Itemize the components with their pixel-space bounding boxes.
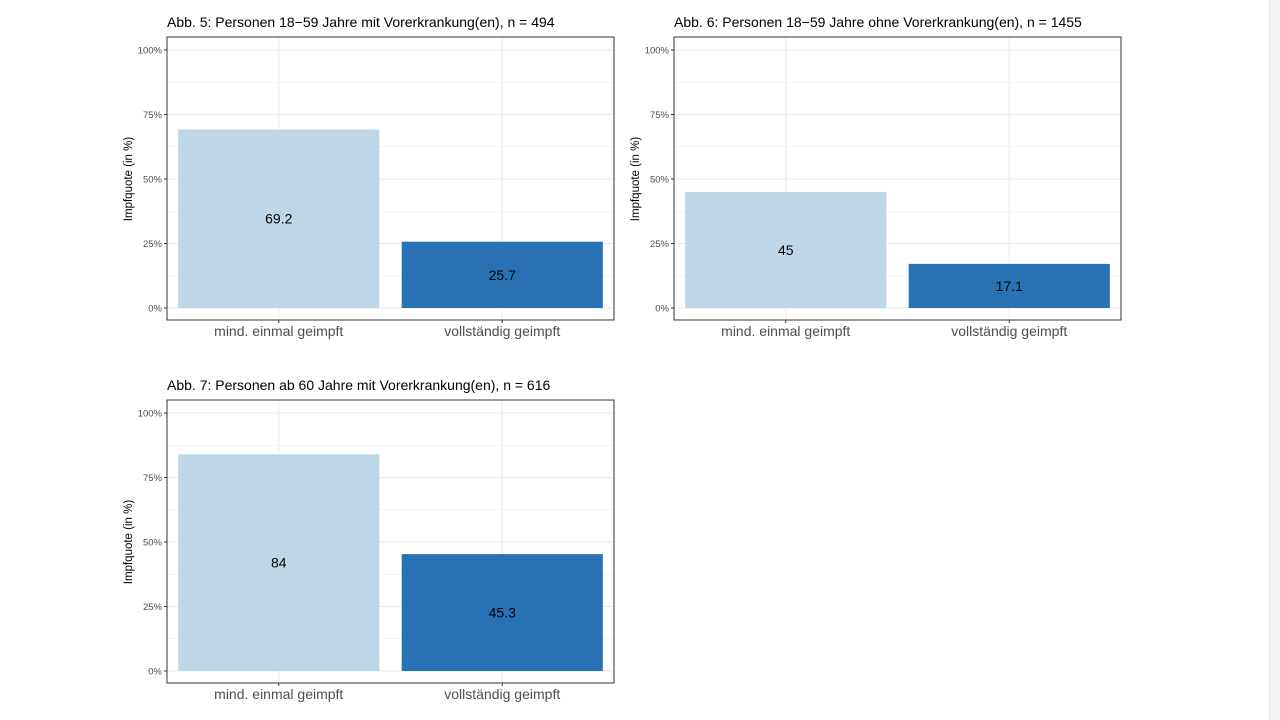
bar-value-label: 17.1 <box>996 278 1023 294</box>
chart-svg: 0% 25% 50% 75% 100% 69.2 mind. einmal geimpft 2… <box>123 36 615 339</box>
bar <box>401 554 603 671</box>
plot-border <box>166 36 615 321</box>
bar <box>908 263 1110 308</box>
chart-panel-abb7: Abb. 7: Personen ab 60 Jahre mit Vorerkr… <box>120 377 620 717</box>
y-tick-label: 25% <box>143 602 163 613</box>
y-tick-label: 75% <box>143 110 163 121</box>
x-tick-label: mind. einmal geimpft <box>721 323 850 339</box>
chart-title: Abb. 5: Personen 18−59 Jahre mit Vorerkr… <box>167 14 555 30</box>
bar <box>178 454 380 671</box>
y-axis-title: Impfquote (in %) <box>630 137 642 222</box>
y-tick-label: 100% <box>138 409 163 420</box>
x-tick-label: vollständig geimpft <box>951 323 1067 339</box>
y-axis-title: Impfquote (in %) <box>123 137 135 222</box>
bar <box>685 191 887 308</box>
y-tick-label: 0% <box>148 667 162 678</box>
y-tick-label: 75% <box>143 473 163 484</box>
y-tick-label: 100% <box>645 46 670 57</box>
x-tick-label: mind. einmal geimpft <box>214 323 343 339</box>
plot-border <box>166 399 615 684</box>
chart-panel-abb6: Abb. 6: Personen 18−59 Jahre ohne Vorerk… <box>627 14 1127 354</box>
chart-title: Abb. 6: Personen 18−59 Jahre ohne Vorerk… <box>674 14 1082 30</box>
y-tick-label: 25% <box>650 239 670 250</box>
bar-value-label: 69.2 <box>265 211 292 227</box>
chart-title: Abb. 7: Personen ab 60 Jahre mit Vorerkr… <box>167 377 551 393</box>
bar-value-label: 45 <box>778 242 794 258</box>
y-tick-label: 50% <box>143 538 163 549</box>
y-tick-label: 100% <box>138 46 163 57</box>
bar <box>178 129 380 308</box>
bar-value-label: 45.3 <box>489 605 516 621</box>
bar-value-label: 84 <box>271 555 287 571</box>
y-axis-title: Impfquote (in %) <box>123 500 135 585</box>
x-tick-label: vollständig geimpft <box>444 686 560 702</box>
chart-panel-abb5: Abb. 5: Personen 18−59 Jahre mit Vorerkr… <box>120 14 620 354</box>
chart-svg: 0% 25% 50% 75% 100% 45 mind. einmal geimpft 17.… <box>630 36 1122 339</box>
y-tick-label: 25% <box>143 239 163 250</box>
y-tick-label: 0% <box>655 304 669 315</box>
bar-value-label: 25.7 <box>489 267 516 283</box>
y-tick-label: 0% <box>148 304 162 315</box>
chart-svg: 0% 25% 50% 75% 100% 84 mind. einmal geimpft 45.… <box>123 399 615 702</box>
window-scrollbar[interactable] <box>1269 0 1280 720</box>
y-tick-label: 75% <box>650 110 670 121</box>
y-tick-label: 50% <box>143 175 163 186</box>
x-tick-label: mind. einmal geimpft <box>214 686 343 702</box>
bar <box>401 241 603 308</box>
x-tick-label: vollständig geimpft <box>444 323 560 339</box>
plot-border <box>673 36 1122 321</box>
y-tick-label: 50% <box>650 175 670 186</box>
